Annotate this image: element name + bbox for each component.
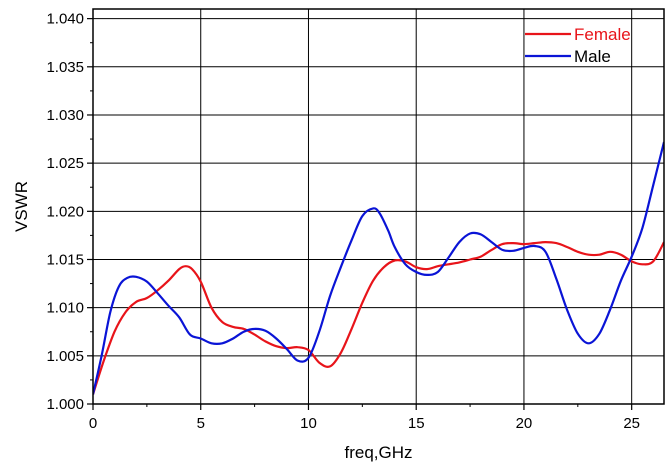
series-line-male (93, 141, 664, 395)
x-tick-label: 15 (408, 415, 425, 432)
legend: Female Male (525, 25, 631, 66)
x-tick-label: 5 (197, 415, 205, 432)
y-tick-label: 1.020 (46, 203, 84, 220)
x-tick-label: 10 (300, 415, 317, 432)
legend-label-male: Male (574, 47, 611, 66)
x-tick-label: 20 (516, 415, 533, 432)
y-tick-label: 1.025 (46, 155, 84, 172)
legend-label-female: Female (574, 25, 631, 44)
series-line-female (93, 241, 664, 395)
y-tick-label: 1.010 (46, 300, 84, 317)
y-tick-label: 1.040 (46, 11, 84, 28)
y-tick-label: 1.015 (46, 251, 84, 268)
y-tick-label: 1.000 (46, 396, 84, 413)
grid (93, 8, 664, 404)
series-layer (93, 141, 664, 395)
x-tick-label: 0 (89, 415, 97, 432)
plot-frame (92, 8, 665, 405)
y-tick-label: 1.005 (46, 348, 84, 365)
y-axis-label: VSWR (12, 181, 31, 232)
y-tick-label: 1.035 (46, 59, 84, 76)
x-axis-label: freq,GHz (344, 443, 412, 462)
x-tick-label: 25 (623, 415, 640, 432)
y-tick-label: 1.030 (46, 107, 84, 124)
ticks: 0 5 10 15 20 25 1.000 1.005 1.010 1.015 1.020 1.025… (46, 11, 640, 432)
